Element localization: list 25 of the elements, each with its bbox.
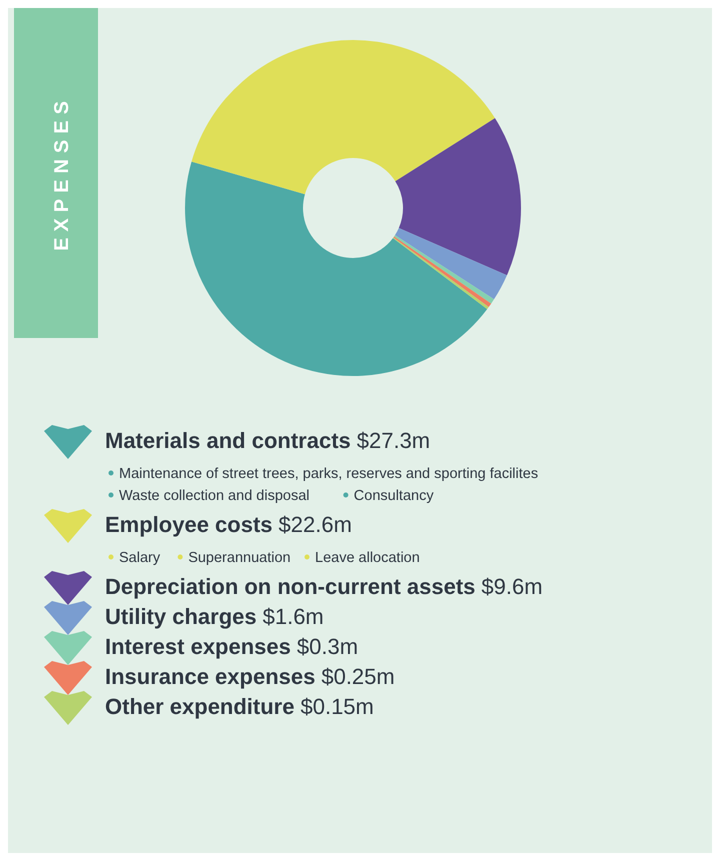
text: Superannuation xyxy=(188,550,291,566)
data-label: $22.6m xyxy=(278,512,352,537)
text: EXPENSES xyxy=(51,95,73,251)
legend-label: Other expenditure xyxy=(105,694,294,719)
legend-label: Insurance expenses xyxy=(105,664,316,689)
legend-label: Employee costs xyxy=(105,512,273,537)
legend-label: Materials and contracts xyxy=(105,428,351,453)
data-label: $27.3m xyxy=(356,428,430,453)
text: Consultancy xyxy=(354,488,434,504)
data-label: $0.3m xyxy=(296,634,358,659)
text: Waste collection and disposal xyxy=(119,488,310,504)
data-label: $9.6m xyxy=(481,574,543,599)
donut-slice xyxy=(185,162,488,376)
text: Leave allocation xyxy=(315,550,420,566)
donut-slice xyxy=(394,228,507,300)
data-label: $0.25m xyxy=(321,664,395,689)
legend-label: Utility charges xyxy=(105,604,257,629)
data-label: $0.15m xyxy=(300,694,374,719)
data-label: $1.6m xyxy=(262,604,324,629)
text: Salary xyxy=(119,550,160,566)
donut-slice xyxy=(395,118,521,276)
text: Maintenance of street trees, parks, reserves and sporting facilites xyxy=(119,466,538,482)
donut-slice xyxy=(192,40,495,194)
legend-label: Depreciation on non-current assets xyxy=(105,574,476,599)
legend-label: Interest expenses xyxy=(105,634,291,659)
